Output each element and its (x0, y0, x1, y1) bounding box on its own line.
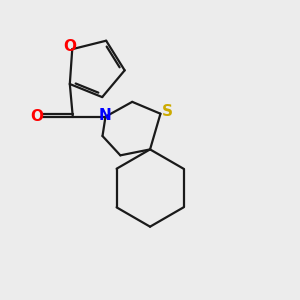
Text: O: O (63, 39, 76, 54)
Text: S: S (161, 104, 172, 119)
Text: O: O (31, 109, 44, 124)
Text: N: N (99, 108, 112, 123)
